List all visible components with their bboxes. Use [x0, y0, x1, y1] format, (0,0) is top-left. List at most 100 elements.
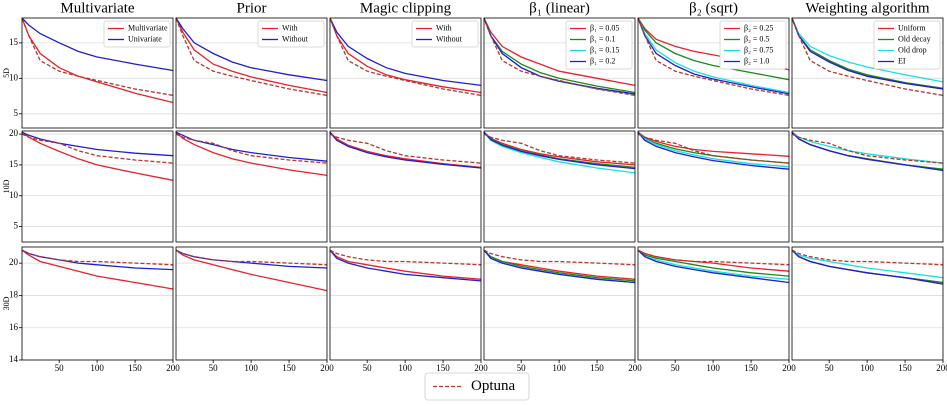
figure-legend-label: Optuna: [471, 378, 516, 394]
series-line: [637, 17, 790, 95]
x-tick-label: 100: [398, 363, 412, 373]
series-line: [483, 131, 636, 174]
y-tick-label: 5: [14, 221, 19, 231]
y-tick-label: 18: [9, 289, 19, 299]
plot-frame: [637, 130, 790, 243]
series-line: [175, 249, 328, 292]
x-tick-label: 50: [55, 363, 65, 373]
series-line: [21, 17, 174, 72]
y-tick-label: 15: [9, 37, 19, 47]
legend-label: Without: [282, 34, 309, 43]
plot-frame: [175, 246, 328, 361]
series-line: [791, 249, 944, 279]
x-tick-label: 150: [590, 363, 604, 373]
x-tick-label: 50: [209, 363, 219, 373]
legend-label: With: [436, 23, 452, 32]
y-axis-label: 10D: [2, 179, 11, 193]
x-tick-label: 100: [244, 363, 258, 373]
legend-label: Multivariate: [128, 23, 168, 32]
panel-title: Multivariate: [60, 0, 134, 16]
plot-frame: [637, 246, 790, 361]
series-line: [637, 17, 790, 94]
legend-box: [103, 20, 171, 48]
series-line: [791, 17, 944, 97]
plot-frame: [175, 130, 328, 243]
series-line: [21, 133, 174, 164]
series-line: [637, 249, 790, 284]
series-line: [637, 249, 790, 277]
series-line: [791, 249, 944, 285]
x-tick-label: 200: [320, 363, 334, 373]
y-tick-label: 20: [9, 257, 19, 267]
series-line: [637, 249, 790, 266]
series-line: [791, 249, 944, 284]
legend-box: [873, 20, 941, 70]
series-line: [483, 131, 636, 170]
plot-frame: [21, 246, 174, 361]
series-line: [791, 249, 944, 266]
x-tick-label: 150: [128, 363, 142, 373]
series-line: [21, 17, 174, 97]
series-line: [637, 133, 790, 164]
legend-label: β₂ = 0.25: [744, 23, 773, 32]
legend-label: Uniform: [898, 23, 926, 32]
series-line: [483, 249, 636, 266]
series-line: [329, 17, 482, 87]
plot-frame: [791, 246, 944, 361]
legend-label: Without: [436, 34, 463, 43]
x-tick-label: 50: [825, 363, 835, 373]
plot-frame: [637, 17, 790, 129]
plot-frame: [329, 17, 482, 129]
series-line: [21, 131, 174, 157]
legend-label: Old drop: [898, 45, 927, 54]
series-line: [791, 131, 944, 172]
x-tick-label: 150: [282, 363, 296, 373]
plot-frame: [21, 130, 174, 243]
legend-label: β₂ = 0.75: [744, 45, 773, 54]
x-tick-label: 200: [936, 363, 947, 373]
x-tick-label: 100: [90, 363, 104, 373]
x-tick-label: 100: [706, 363, 720, 373]
series-line: [329, 133, 482, 164]
panel-title: β₂ (sqrt): [689, 0, 738, 16]
x-tick-label: 100: [860, 363, 874, 373]
series-line: [329, 17, 482, 97]
plot-frame: [329, 246, 482, 361]
y-axis-label: 30D: [2, 296, 11, 310]
plot-frame: [791, 130, 944, 243]
x-tick-label: 200: [782, 363, 796, 373]
plot-frame: [21, 17, 174, 129]
legend-label: β₂ = 1.0: [744, 56, 769, 65]
y-tick-label: 16: [9, 322, 19, 332]
series-line: [175, 131, 328, 177]
series-line: [791, 133, 944, 164]
series-line: [791, 17, 944, 83]
y-tick-label: 14: [9, 354, 19, 364]
panel-title: β₁ (linear): [529, 0, 590, 16]
series-line: [791, 131, 944, 170]
plot-frame: [483, 17, 636, 129]
legend-label: With: [282, 23, 298, 32]
series-line: [483, 133, 636, 164]
x-tick-label: 200: [628, 363, 642, 373]
series-line: [637, 131, 790, 170]
y-tick-label: 10: [9, 72, 19, 82]
legend-label: β₁ = 0.2: [590, 56, 615, 65]
series-line: [329, 131, 482, 169]
plot-frame: [483, 246, 636, 361]
plot-frame: [175, 17, 328, 129]
x-tick-label: 100: [552, 363, 566, 373]
panel-title: Weighting algorithm: [805, 0, 930, 16]
legend-box: [257, 20, 325, 48]
series-line: [637, 17, 790, 97]
panel-title: Magic clipping: [360, 0, 452, 16]
x-tick-label: 50: [517, 363, 527, 373]
series-line: [175, 17, 328, 82]
x-tick-label: 200: [474, 363, 488, 373]
series-line: [21, 17, 174, 104]
x-tick-label: 200: [166, 363, 180, 373]
series-line: [21, 249, 174, 290]
legend-label: β₂ = 0.5: [744, 34, 769, 43]
series-line: [175, 249, 328, 269]
series-line: [329, 249, 482, 266]
